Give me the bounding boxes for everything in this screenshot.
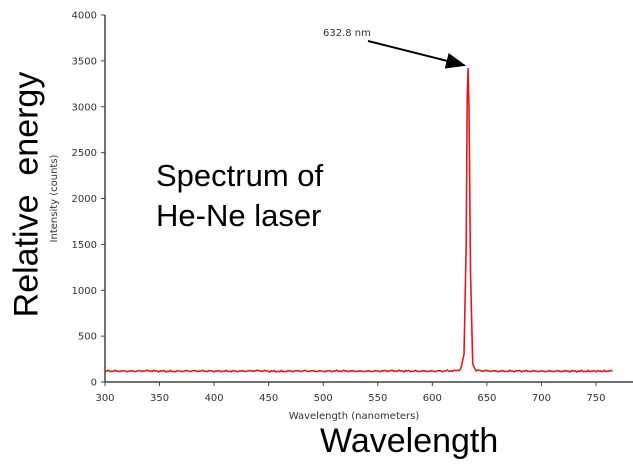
chart-overlay-title: Spectrum of He-Ne laser: [156, 156, 323, 236]
peak-annotation-arrow: [367, 40, 467, 69]
big-x-label: Wavelength: [320, 422, 499, 460]
x-tick-label: 750: [586, 393, 605, 404]
y-tick-label: 2000: [72, 194, 97, 205]
y-tick-label: 3000: [72, 102, 97, 113]
y-tick-label: 3500: [72, 56, 97, 67]
peak-annotation-label: 632.8 nm: [323, 28, 371, 39]
x-tick-label: 350: [150, 393, 169, 404]
y-tick-label: 1000: [72, 286, 97, 297]
x-tick-label: 600: [423, 393, 442, 404]
y-tick-label: 2500: [72, 148, 97, 159]
y-axis-title: Intensity (counts): [49, 154, 60, 242]
y-tick-label: 1500: [72, 240, 97, 251]
spectrum-line: [104, 68, 613, 373]
x-tick-label: 300: [95, 393, 114, 404]
x-tick-label: 650: [477, 393, 496, 404]
x-tick-label: 500: [314, 393, 333, 404]
y-tick-label: 500: [78, 332, 97, 343]
x-axis-title: Wavelength (nanometers): [289, 411, 420, 422]
x-tick-label: 550: [368, 393, 387, 404]
overlay-title-line2: He-Ne laser: [156, 198, 322, 233]
x-tick-label: 700: [532, 393, 551, 404]
x-tick-label: 400: [205, 393, 224, 404]
x-tick-label: 450: [259, 393, 278, 404]
overlay-title-line1: Spectrum of: [156, 158, 324, 193]
y-tick-label: 4000: [72, 11, 97, 22]
y-tick-label: 0: [91, 378, 97, 389]
big-y-label: Relative energy: [7, 71, 46, 318]
